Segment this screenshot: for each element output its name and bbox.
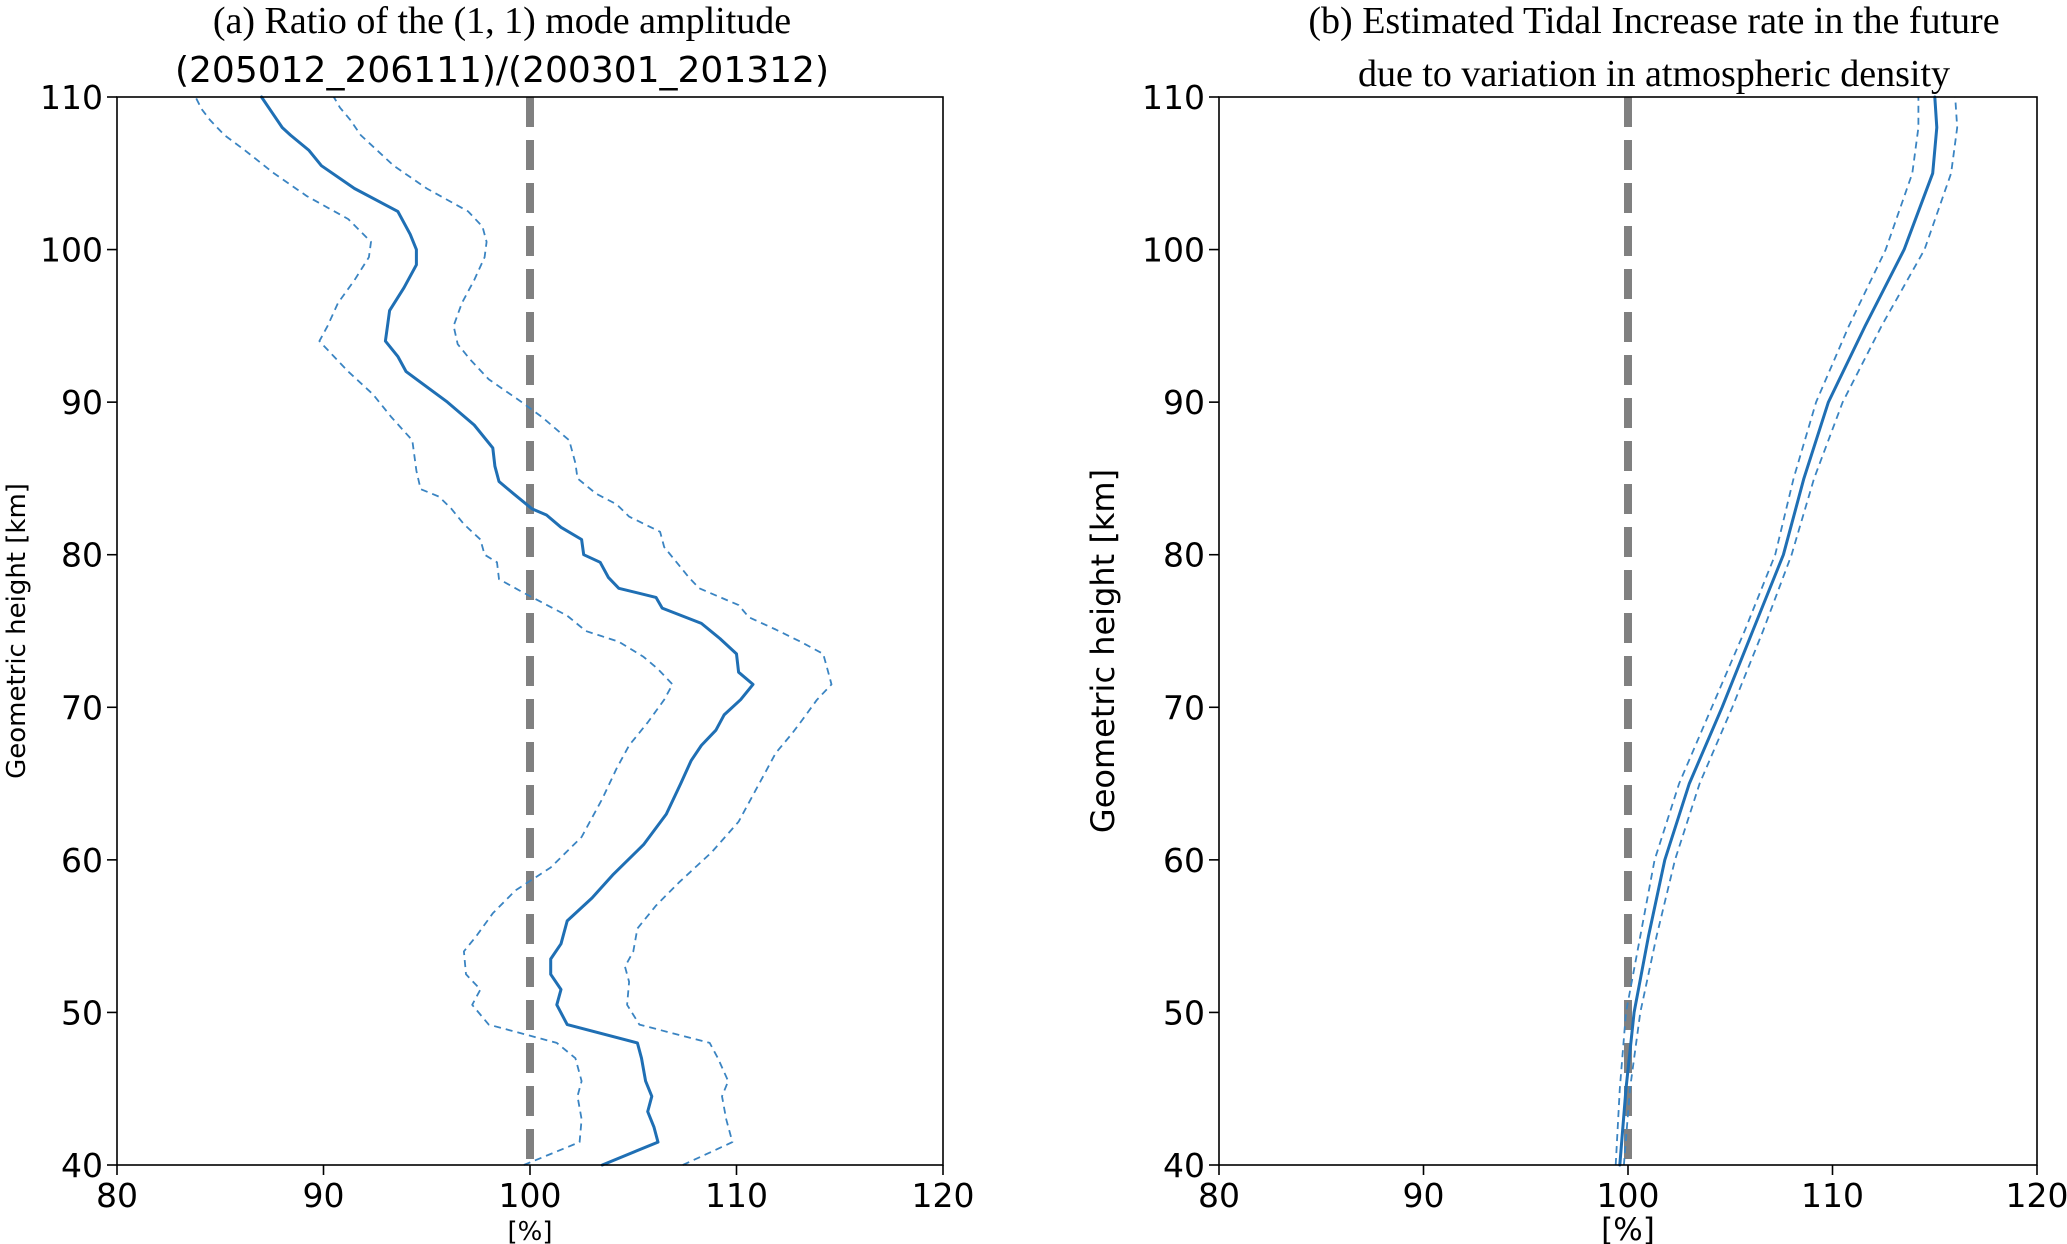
series-upper-bound-b xyxy=(1623,96,1959,1166)
x-tick-label-b: 120 xyxy=(2006,1176,2067,1215)
y-tick-label-b: 110 xyxy=(1142,78,1205,117)
y-tick-label-a: 70 xyxy=(61,688,103,727)
series-central-a xyxy=(260,95,755,1167)
y-tick-label-a: 80 xyxy=(61,536,103,575)
panel-b-y-axis-label: Geometric height [km] xyxy=(1084,469,1122,833)
y-tick-label-b: 60 xyxy=(1163,841,1205,880)
x-tick-label-a: 120 xyxy=(912,1176,975,1215)
series-lower-bound-b xyxy=(1614,97,1920,1166)
x-tick-label-b: 90 xyxy=(1403,1176,1445,1215)
y-tick-label-b: 80 xyxy=(1163,536,1205,575)
panel-a-axes-frame xyxy=(116,96,944,1166)
panel-a-x-axis-label: [%] xyxy=(508,1217,553,1244)
series-central-b xyxy=(1618,95,1939,1167)
panel-b-axes-frame xyxy=(1218,96,2038,1166)
x-tick-label-a: 110 xyxy=(705,1176,768,1215)
y-tick-label-b: 100 xyxy=(1142,231,1205,270)
x-tick-label-b: 100 xyxy=(1597,1176,1660,1215)
panel-a-title-line2: (205012_206111)/(200301_201312) xyxy=(175,50,829,91)
panel-a: (a) Ratio of the (1, 1) mode amplitude (… xyxy=(2,0,975,1244)
panel-b-ticks: 80 90 100 110 120 40 50 60 70 80 90 100 110 xyxy=(1142,78,2067,1215)
y-tick-label-a: 110 xyxy=(40,78,103,117)
series-lower-bound-a xyxy=(194,96,674,1166)
x-tick-label-b: 80 xyxy=(1198,1176,1240,1215)
y-tick-label-a: 100 xyxy=(40,231,103,270)
y-tick-label-b: 40 xyxy=(1163,1146,1205,1185)
y-tick-label-a: 60 xyxy=(61,841,103,880)
x-tick-label-b: 110 xyxy=(1801,1176,1864,1215)
y-tick-label-b: 90 xyxy=(1163,383,1205,422)
y-tick-label-a: 40 xyxy=(61,1146,103,1185)
panel-a-title-line1: (a) Ratio of the (1, 1) mode amplitude xyxy=(213,0,791,42)
panel-b: (b) Estimated Tidal Increase rate in the… xyxy=(1084,0,2067,1244)
y-tick-label-a: 50 xyxy=(61,993,103,1032)
series-upper-bound-a xyxy=(333,96,833,1166)
panel-b-x-axis-label: [%] xyxy=(1601,1212,1655,1244)
panel-b-title-line1: (b) Estimated Tidal Increase rate in the… xyxy=(1308,0,1999,42)
x-tick-label-a: 100 xyxy=(499,1176,562,1215)
y-tick-label-b: 70 xyxy=(1163,688,1205,727)
panel-a-ticks: 80 90 100 110 120 40 50 60 70 80 90 100 110 xyxy=(40,78,975,1215)
panel-a-y-axis-label: Geometric height [km] xyxy=(2,483,32,779)
y-tick-label-a: 90 xyxy=(61,383,103,422)
panel-b-title-line2: due to variation in atmospheric density xyxy=(1358,53,1950,95)
y-tick-label-b: 50 xyxy=(1163,993,1205,1032)
x-tick-label-a: 80 xyxy=(96,1176,138,1215)
x-tick-label-a: 90 xyxy=(303,1176,345,1215)
panel-a-plot-area xyxy=(194,95,833,1167)
panel-b-plot-area xyxy=(1614,95,1959,1167)
